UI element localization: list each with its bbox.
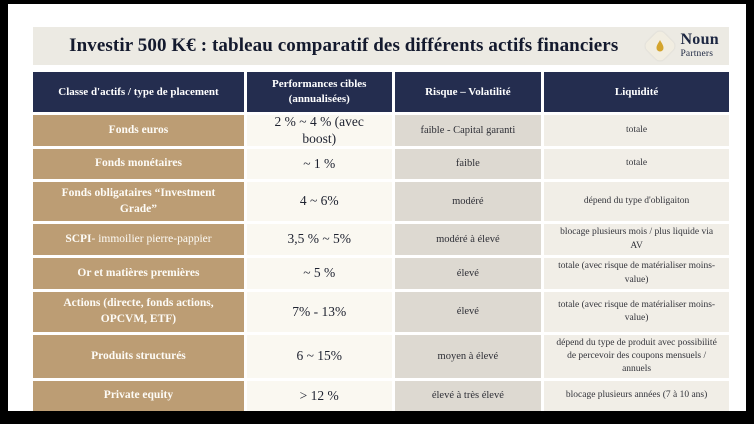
- asset-cell: Actions (directe, fonds actions, OPCVM, …: [33, 292, 244, 332]
- risk-cell: élevé: [394, 292, 542, 332]
- performance-cell: 2 % ~ 4 % (avec boost): [246, 114, 392, 146]
- risk-cell: élevé à très élevé: [394, 381, 542, 411]
- noun-partners-logo: Noun Partners: [643, 29, 719, 63]
- liquidity-cell: totale: [544, 149, 729, 179]
- column-header-1: Performances cibles (annualisées): [246, 72, 392, 112]
- canvas: Investir 500 K€ : tableau comparatif des…: [8, 4, 746, 411]
- risk-cell: faible - Capital garanti: [394, 115, 542, 146]
- risk-cell: moyen à élevé: [394, 335, 542, 378]
- risk-cell: faible: [394, 149, 542, 179]
- liquidity-cell: totale (avec risque de matérialiser moin…: [544, 292, 729, 332]
- logo-name: Noun: [680, 31, 719, 49]
- liquidity-cell: dépend du type de produit avec possibili…: [544, 335, 729, 378]
- title-bar: Investir 500 K€ : tableau comparatif des…: [33, 27, 729, 65]
- risk-cell: modéré à élevé: [394, 224, 542, 255]
- performance-cell: 4 ~ 6%: [246, 182, 392, 221]
- content: Investir 500 K€ : tableau comparatif des…: [8, 4, 746, 411]
- asset-cell: Or et matières premières: [33, 258, 244, 289]
- asset-cell: Private equity: [33, 381, 244, 411]
- column-header-3: Liquidité: [544, 72, 729, 112]
- risk-cell: élevé: [394, 258, 542, 289]
- performance-cell: 3,5 % ~ 5%: [246, 224, 392, 255]
- asset-cell: Fonds monétaires: [33, 149, 244, 179]
- liquidity-cell: dépend du type d'obligaiton: [544, 182, 729, 221]
- liquidity-cell: totale: [544, 115, 729, 146]
- logo-text: Noun Partners: [680, 32, 719, 60]
- page-title: Investir 500 K€ : tableau comparatif des…: [69, 35, 619, 56]
- asset-cell: Fonds obligataires “Investment Grade”: [33, 182, 244, 221]
- comparison-table: Classe d'actifs / type de placement Perfo…: [33, 72, 729, 411]
- asset-cell: Produits structurés: [33, 335, 244, 378]
- liquidity-cell: totale (avec risque de matérialiser moin…: [544, 258, 729, 289]
- performance-cell: 6 ~ 15%: [246, 335, 392, 378]
- logo-subname: Partners: [680, 49, 714, 60]
- performance-cell: ~ 5 %: [246, 258, 392, 289]
- performance-cell: ~ 1 %: [246, 149, 392, 179]
- risk-cell: modéré: [394, 182, 542, 221]
- column-header-0: Classe d'actifs / type de placement: [33, 72, 244, 112]
- asset-cell: SCPI - immoilier pierre-pappier: [33, 224, 244, 255]
- liquidity-cell: blocage plusieurs années (7 à 10 ans): [544, 381, 729, 411]
- liquidity-cell: blocage plusieurs mois / plus liquide vi…: [544, 224, 729, 255]
- performance-cell: 7% - 13%: [246, 292, 392, 332]
- asset-cell: Fonds euros: [33, 115, 244, 146]
- column-header-2: Risque – Volatilité: [394, 72, 542, 112]
- drop-icon: [643, 29, 678, 63]
- performance-cell: > 12 %: [246, 381, 392, 411]
